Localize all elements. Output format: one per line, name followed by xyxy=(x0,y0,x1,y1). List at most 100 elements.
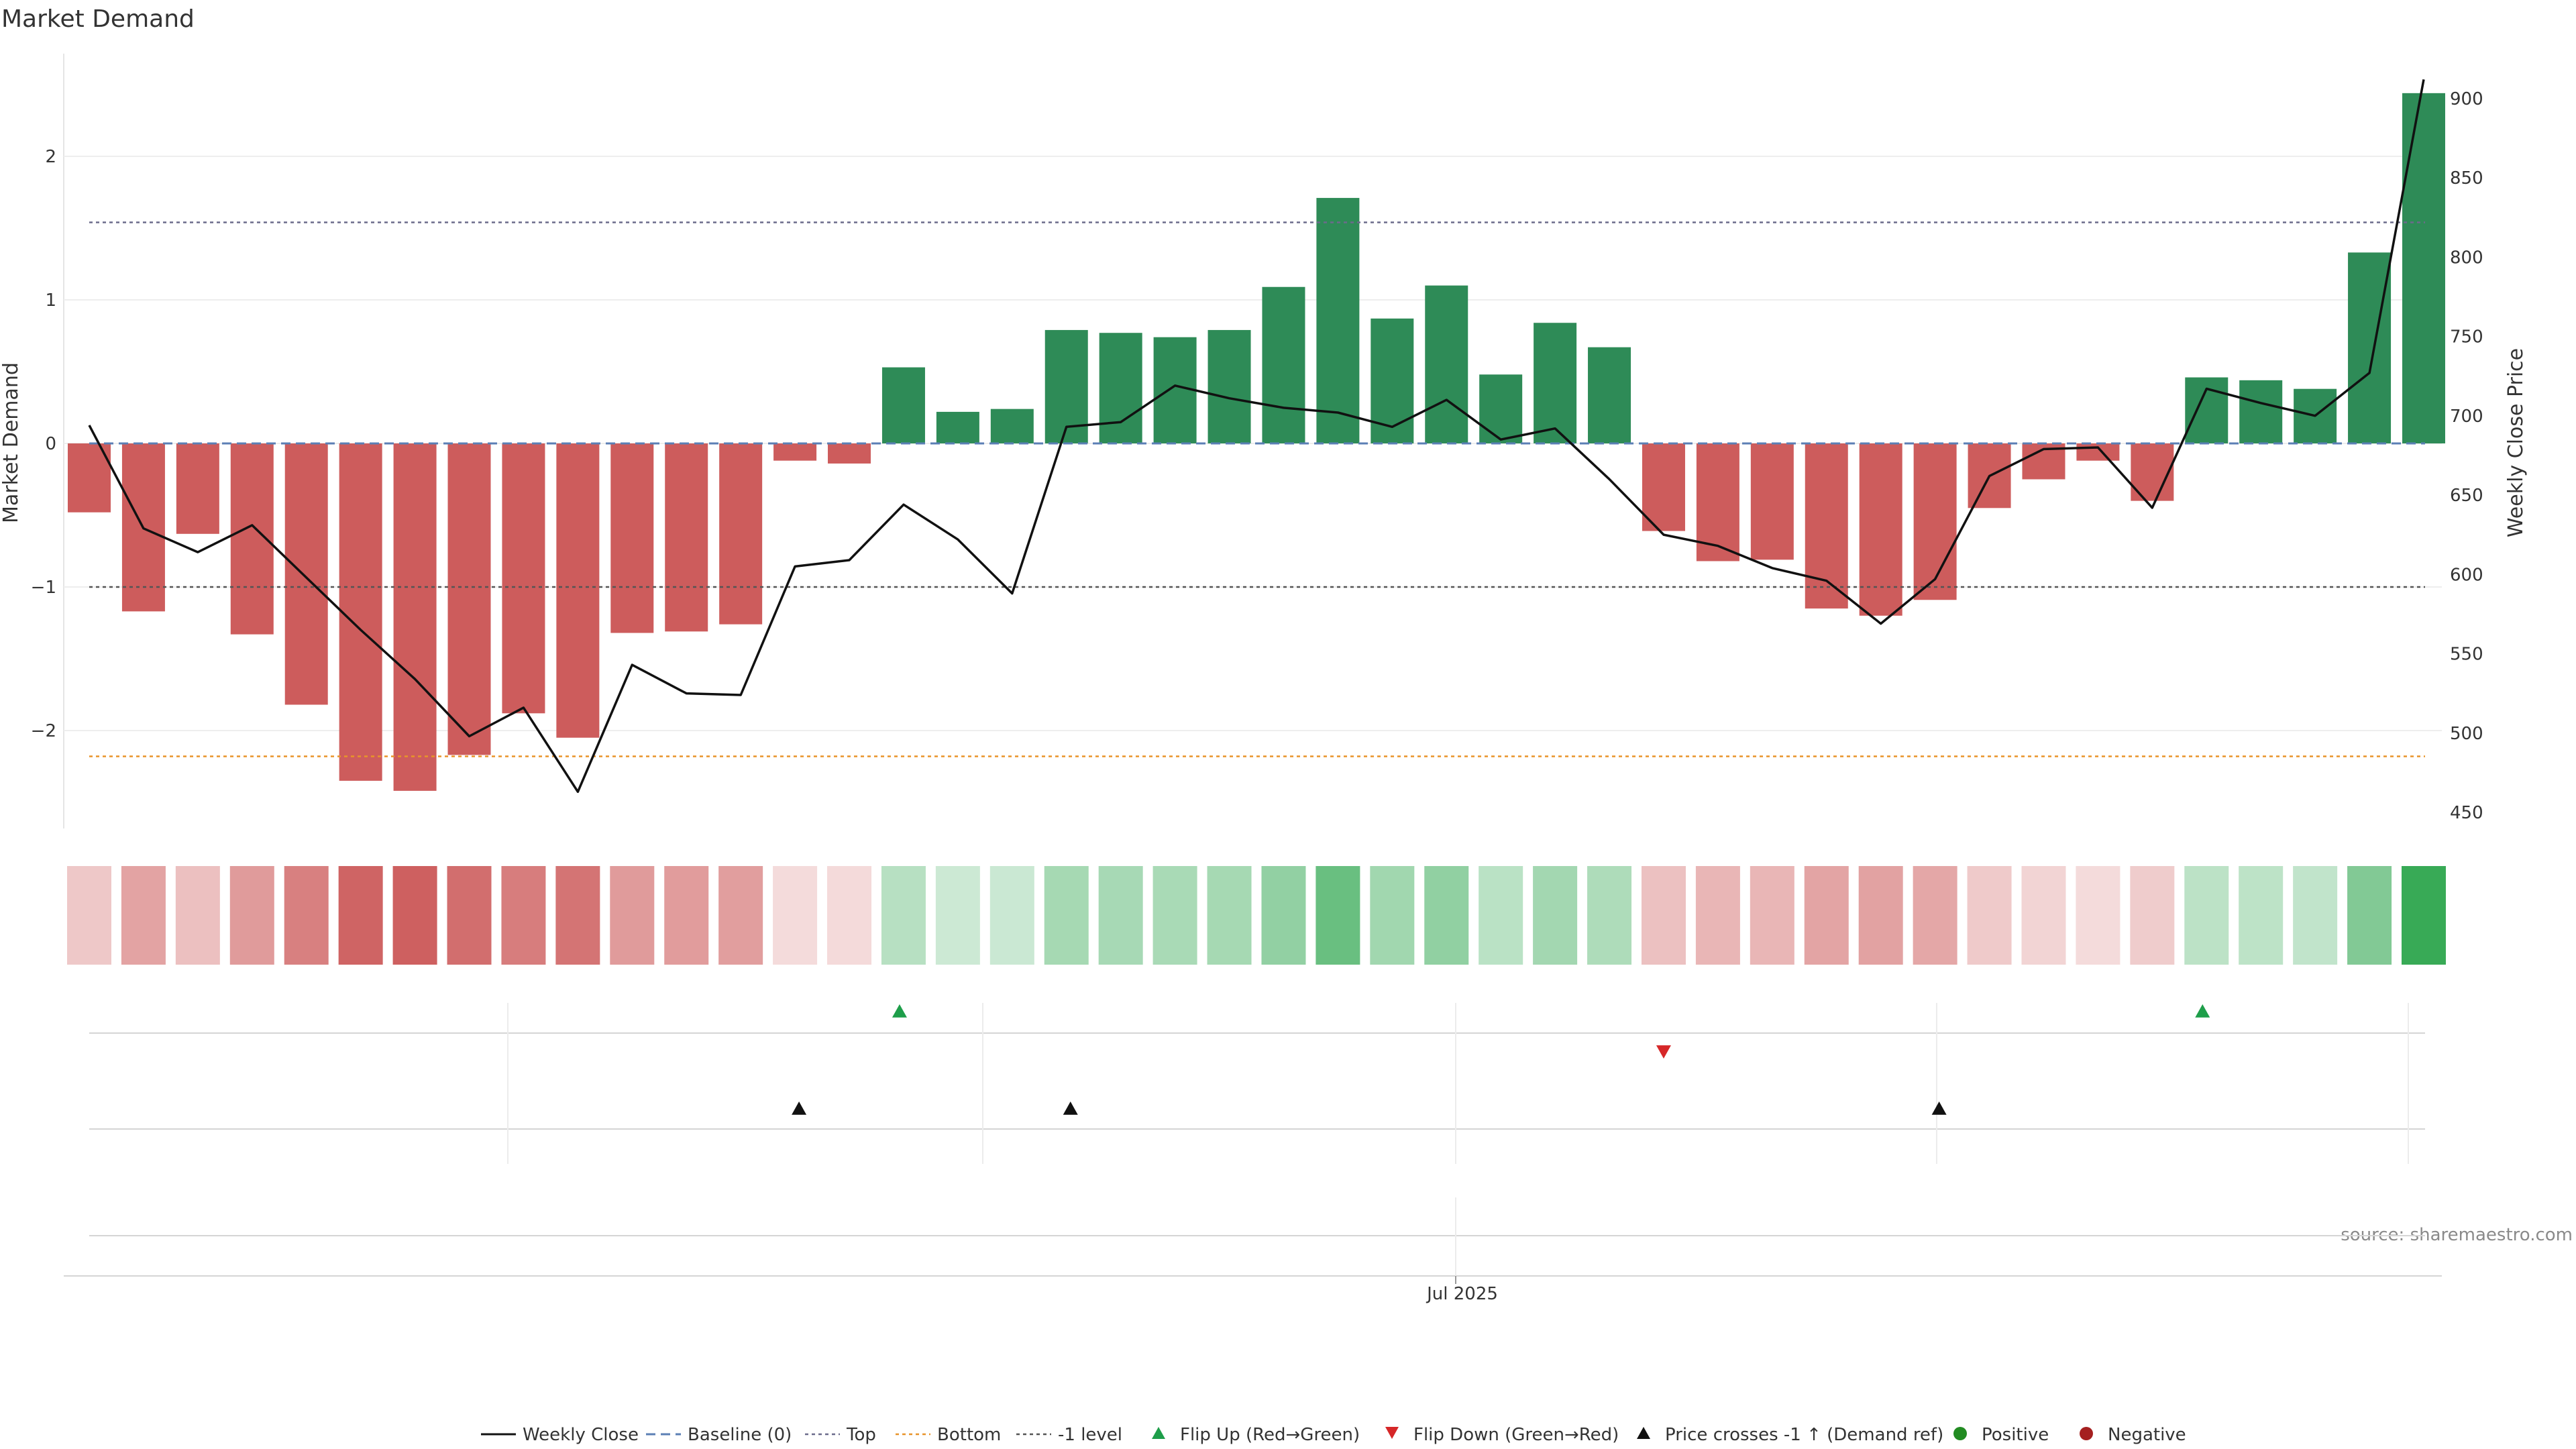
legend-label: Flip Down (Green→Red) xyxy=(1413,1425,1619,1445)
heat-cell xyxy=(392,866,437,965)
y2-tick-label: 900 xyxy=(2450,89,2483,109)
demand-bar xyxy=(881,367,925,443)
legend-symbol xyxy=(1152,1427,1165,1439)
legend-label: Flip Up (Red→Green) xyxy=(1180,1425,1360,1445)
demand-bar xyxy=(665,443,708,632)
demand-bar xyxy=(1099,333,1142,443)
y2-tick-label: 800 xyxy=(2450,248,2483,268)
heat-cell xyxy=(718,866,763,965)
demand-bar xyxy=(1316,198,1360,443)
heat-cell xyxy=(1750,866,1794,965)
heat-cell xyxy=(1695,866,1740,965)
demand-bar xyxy=(719,443,763,625)
heat-cell xyxy=(1858,866,1903,965)
flip-down-marker xyxy=(1656,1045,1671,1059)
heat-cell xyxy=(2347,866,2392,965)
y2-tick-label: 700 xyxy=(2450,407,2483,427)
heat-cell xyxy=(1152,866,1197,965)
heat-cell xyxy=(284,866,329,965)
y2-axis-ticks: 900 850 800 750 700 650 600 550 500 450 xyxy=(2450,89,2483,823)
demand-bar xyxy=(828,443,871,464)
heat-cell xyxy=(67,866,111,965)
heat-cell xyxy=(773,866,818,965)
demand-bars xyxy=(68,93,2445,791)
demand-bar xyxy=(990,409,1034,443)
heat-cell xyxy=(989,866,1034,965)
heat-cell xyxy=(1913,866,1957,965)
legend-symbol xyxy=(1953,1427,1967,1440)
reference-levels xyxy=(89,221,2425,757)
demand-bar xyxy=(2239,380,2283,443)
heat-cell xyxy=(121,866,166,965)
demand-bar xyxy=(1262,286,1305,443)
heat-cell xyxy=(1587,866,1632,965)
demand-bar xyxy=(2185,377,2229,443)
event-markers xyxy=(792,1004,2210,1115)
heat-cell xyxy=(827,866,872,965)
y-tick-label: 1 xyxy=(45,290,56,311)
y2-tick-label: 450 xyxy=(2450,803,2483,823)
heat-cell xyxy=(1533,866,1578,965)
price-cross-marker xyxy=(1931,1102,1947,1115)
y-tick-label: 0 xyxy=(45,434,56,454)
demand-bar xyxy=(936,411,979,443)
y2-tick-label: 650 xyxy=(2450,486,2483,506)
heat-cell xyxy=(2401,866,2446,965)
legend-label: Negative xyxy=(2108,1425,2186,1445)
y2-tick-label: 850 xyxy=(2450,168,2483,189)
heat-cell xyxy=(2293,866,2338,965)
heat-cell xyxy=(338,866,383,965)
demand-bar xyxy=(1642,443,1685,531)
y2-tick-label: 750 xyxy=(2450,327,2483,347)
heat-cell xyxy=(501,866,546,965)
y-tick-label: −2 xyxy=(31,721,56,741)
demand-bar xyxy=(2348,252,2392,443)
demand-bar xyxy=(1479,374,1523,443)
legend-symbol xyxy=(2080,1427,2093,1440)
demand-bar xyxy=(1913,443,1957,600)
flip-up-marker xyxy=(2195,1004,2210,1018)
heat-cell xyxy=(881,866,926,965)
demand-bar xyxy=(447,443,491,755)
heat-cell xyxy=(1370,866,1415,965)
demand-bar xyxy=(1588,347,1631,443)
demand-bar xyxy=(1371,318,1414,443)
legend-symbol xyxy=(1385,1427,1399,1439)
legend-label: Price crosses -1 ↑ (Demand ref) xyxy=(1665,1425,1943,1445)
price-cross-marker xyxy=(792,1102,807,1115)
legend-label: -1 level xyxy=(1058,1425,1122,1445)
heat-cell xyxy=(447,866,492,965)
chart-title: Market Demand xyxy=(1,5,195,33)
legend-label: Weekly Close xyxy=(523,1425,639,1445)
demand-bar xyxy=(1750,443,1794,560)
demand-bar xyxy=(2402,93,2445,444)
demand-bar xyxy=(339,443,382,781)
heat-cell xyxy=(1967,866,2012,965)
y-tick-label: −1 xyxy=(31,578,56,598)
heat-cell xyxy=(2239,866,2284,965)
y-axis-ticks: 2 1 0 −1 −2 xyxy=(31,147,56,741)
heat-cell xyxy=(935,866,980,965)
legend-label: Top xyxy=(846,1425,876,1445)
heat-cell xyxy=(229,866,274,965)
demand-bar xyxy=(1859,443,1902,616)
heat-cell xyxy=(610,866,655,965)
demand-bar xyxy=(1696,443,1739,561)
demand-bar xyxy=(556,443,600,738)
demand-bar xyxy=(284,443,328,705)
demand-bar xyxy=(176,443,219,534)
heat-cell xyxy=(664,866,709,965)
y2-tick-label: 550 xyxy=(2450,645,2483,665)
heat-cell xyxy=(1424,866,1469,965)
heat-cell xyxy=(1207,866,1252,965)
demand-heat-strip xyxy=(67,866,2446,965)
heat-cell xyxy=(2184,866,2229,965)
weekly-close-line xyxy=(88,79,2425,794)
heat-cell xyxy=(1316,866,1360,965)
price-cross-marker xyxy=(1063,1102,1078,1115)
legend-label: Positive xyxy=(1982,1425,2049,1445)
y-axis-label: Market Demand xyxy=(0,362,23,523)
flip-up-marker xyxy=(892,1004,907,1018)
legend-label: Baseline (0) xyxy=(688,1425,792,1445)
